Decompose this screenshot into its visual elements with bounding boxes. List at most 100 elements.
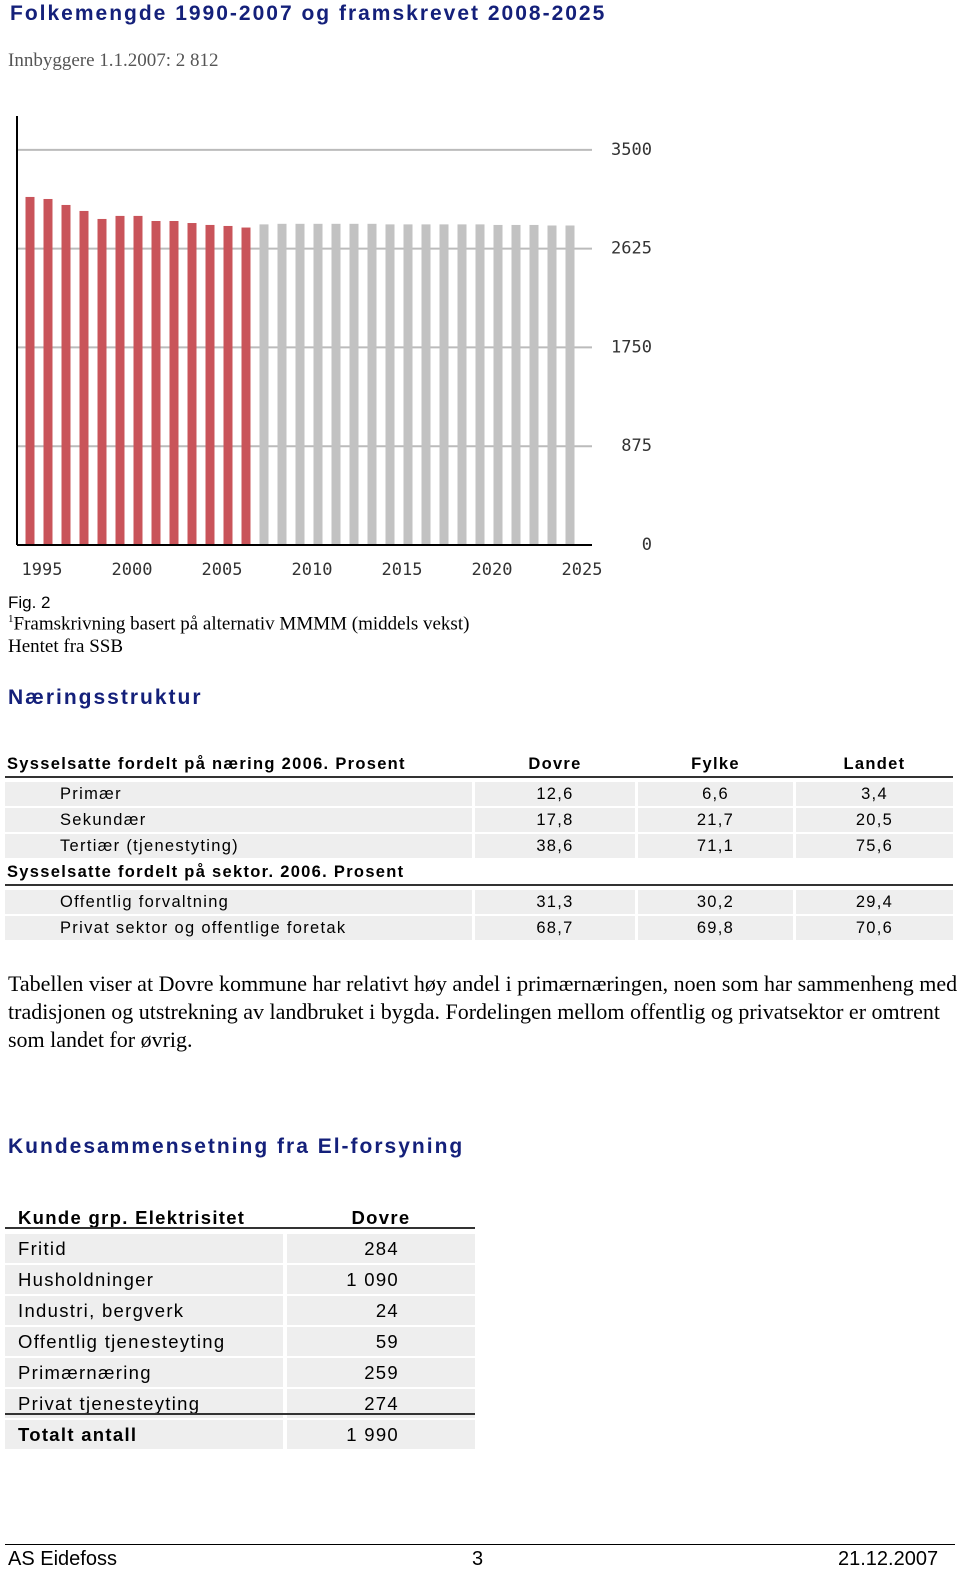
- bar: [115, 215, 125, 545]
- table-cell: 17,8: [475, 808, 635, 832]
- table-cell: Tertiær (tjenestyting): [5, 834, 472, 858]
- table-cell: Offentlig forvaltning: [5, 890, 472, 914]
- rule: [5, 884, 953, 886]
- bar: [529, 224, 539, 545]
- table-cell: [638, 860, 793, 884]
- footer-left: AS Eidefoss: [8, 1548, 117, 1570]
- x-tick-label: 2000: [112, 560, 153, 580]
- bar: [565, 225, 575, 546]
- table-cell: 1 090: [287, 1265, 475, 1294]
- heading: Kundesammensetning fra El-forsyning: [8, 1135, 465, 1158]
- rule: [5, 776, 953, 778]
- y-tick-label: 2625: [611, 239, 652, 259]
- bar: [331, 223, 341, 546]
- bar: [349, 223, 359, 546]
- table-cell: 21,7: [638, 808, 793, 832]
- table-cell: Landet: [796, 752, 953, 776]
- bar: [223, 225, 233, 545]
- table-cell: [475, 860, 635, 884]
- bar: [259, 224, 269, 545]
- heading: Næringsstruktur: [8, 686, 203, 709]
- table-cell: Totalt antall: [5, 1420, 283, 1449]
- table-cell: 12,6: [475, 782, 635, 806]
- table-cell: 259: [287, 1358, 475, 1387]
- bar: [61, 204, 71, 545]
- chart: 0 875 1750 2625 3500 1995 2000 2005 2010 2015 2020…: [16, 116, 652, 580]
- footer-rule: [5, 1544, 955, 1545]
- bar: [457, 224, 467, 545]
- footnote: 1Framskrivning basert på alternativ MMMM…: [8, 613, 469, 635]
- table-cell: Sysselsatte fordelt på sektor. 2006. Pro…: [5, 860, 472, 884]
- bar: [511, 224, 521, 545]
- bar: [403, 224, 413, 545]
- y-tick-label: 3500: [611, 140, 652, 160]
- y-tick-label: 875: [621, 436, 652, 456]
- bar: [241, 227, 251, 546]
- title: Folkemengde 1990-2007 og framskrevet 200…: [10, 2, 607, 25]
- bar: [205, 224, 215, 545]
- rule: [5, 1413, 475, 1415]
- footnote-mark: 1: [8, 613, 14, 625]
- bar: [547, 225, 557, 546]
- table-cell: Offentlig tjenesteyting: [5, 1327, 283, 1356]
- subtitle: Innbyggere 1.1.2007: 2 812: [8, 50, 219, 71]
- paragraph: Tabellen viser at Dovre kommune har rela…: [8, 971, 958, 1052]
- bar: [133, 215, 143, 545]
- bar: [439, 224, 449, 545]
- x-tick-label: 2010: [292, 560, 333, 580]
- table-cell: Industri, bergverk: [5, 1296, 283, 1325]
- table-cell: 24: [287, 1296, 475, 1325]
- table-cell: Privat sektor og offentlige foretak: [5, 916, 472, 940]
- footer-date: 21.12.2007: [838, 1548, 939, 1570]
- table-cell: 59: [287, 1327, 475, 1356]
- table-cell: 30,2: [638, 890, 793, 914]
- table-cell: Sysselsatte fordelt på næring 2006. Pros…: [5, 752, 472, 776]
- bar: [277, 223, 287, 546]
- bar: [187, 223, 197, 545]
- table-cell: Primær: [5, 782, 472, 806]
- x-tick-label: 2025: [562, 560, 603, 580]
- x-tick-label: 2005: [202, 560, 243, 580]
- x-tick-label: 1995: [22, 560, 63, 580]
- table-cell: Dovre: [475, 752, 635, 776]
- bar: [421, 224, 431, 545]
- x-tick-label: 2015: [382, 560, 423, 580]
- bar: [79, 210, 89, 546]
- table-cell: 6,6: [638, 782, 793, 806]
- table-cell: 31,3: [475, 890, 635, 914]
- table-cell: Fritid: [5, 1234, 283, 1263]
- bar: [295, 223, 305, 546]
- table-cell: 69,8: [638, 916, 793, 940]
- table-cell: Husholdninger: [5, 1265, 283, 1294]
- table-cell: 3,4: [796, 782, 953, 806]
- bar: [43, 198, 53, 545]
- bar: [169, 220, 179, 545]
- table-cell: 284: [287, 1234, 475, 1263]
- table-cell: 20,5: [796, 808, 953, 832]
- bar: [475, 224, 485, 545]
- y-tick-label: 0: [642, 535, 652, 555]
- footnote-text: Framskrivning basert på alternativ MMMM …: [13, 613, 470, 635]
- table-cell: 71,1: [638, 834, 793, 858]
- table-cell: 1 990: [287, 1420, 475, 1449]
- bar: [367, 223, 377, 546]
- table-cell: 70,6: [796, 916, 953, 940]
- bar: [151, 220, 161, 545]
- fig-label: Fig. 2: [8, 593, 51, 612]
- bar: [25, 196, 35, 545]
- table-cell: 38,6: [475, 834, 635, 858]
- bar: [493, 224, 503, 545]
- bar: [313, 223, 323, 546]
- bar: [385, 224, 395, 545]
- table-cell: Fylke: [638, 752, 793, 776]
- footer-page: 3: [472, 1548, 484, 1570]
- x-tick-label: 2020: [472, 560, 513, 580]
- table-cell: 29,4: [796, 890, 953, 914]
- table-cell: 68,7: [475, 916, 635, 940]
- table-cell: Primærnæring: [5, 1358, 283, 1387]
- source: Hentet fra SSB: [8, 636, 124, 657]
- bar: [97, 218, 107, 545]
- rule: [5, 1227, 475, 1229]
- table-cell: 75,6: [796, 834, 953, 858]
